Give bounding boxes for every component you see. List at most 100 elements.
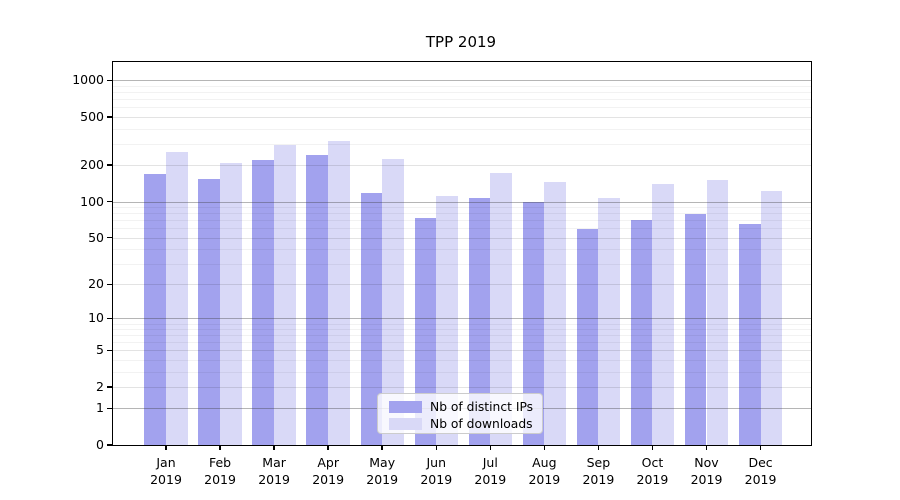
bar-distinct-ips [522,201,545,445]
gridline-minor [113,107,811,109]
gridline-minor [113,92,811,94]
gridline-minor [113,99,811,101]
x-tick-label: Jan 2019 [150,455,182,487]
y-tick-label: 100 [80,193,104,209]
x-tick-mark [489,445,492,450]
bar-downloads [436,196,458,445]
gridline-minor [113,329,811,331]
x-tick-mark [543,445,546,450]
y-tick-mark [106,79,112,82]
gridline-minor [113,143,811,145]
y-tick-mark [106,200,112,203]
plot-area: Nb of distinct IPs Nb of downloads 0 1 2 5 1… [72,61,812,487]
x-tick-label: Nov 2019 [690,455,723,487]
bar-distinct-ips [468,197,491,445]
gridline-mid [113,237,811,239]
bar-downloads [382,159,404,445]
bar-distinct-ips [738,223,761,445]
x-tick-label: May 2019 [366,455,399,487]
gridline-minor [113,213,811,215]
gridline-mid [113,387,811,389]
x-tick-mark [273,445,275,450]
gridline-minor [113,128,811,130]
y-tick-label: 2 [96,379,104,395]
x-tick-label: Apr 2019 [312,455,345,487]
x-tick-label: Feb 2019 [204,455,236,487]
y-tick-mark [106,444,112,446]
legend-swatch [389,417,422,430]
y-tick-label: 500 [80,109,104,124]
x-tick-label: Jun 2019 [420,455,453,487]
x-tick-label: Mar 2019 [258,455,290,487]
gridline-minor [113,342,811,344]
y-tick-mark [106,349,112,352]
bar-distinct-ips [252,160,275,445]
y-tick-mark [106,407,112,410]
y-tick-label: 20 [88,276,104,292]
bar-distinct-ips [360,193,383,445]
gridline-minor [113,249,811,251]
y-tick-label: 10 [88,310,104,326]
x-tick-mark [651,445,654,450]
bar-distinct-ips [198,178,221,445]
bar-downloads [652,183,675,445]
legend-item-distinct-ips: Nb of distinct IPs [389,399,542,414]
bar-distinct-ips [630,220,653,445]
bar-distinct-ips [414,217,437,445]
y-tick-label: 200 [80,157,104,173]
gridline-major [113,318,811,320]
y-tick-mark [106,116,112,118]
gridline-mid [113,350,811,352]
gridline-minor [113,263,811,265]
gridline-minor [113,228,811,230]
x-tick-label: Oct 2019 [636,455,669,487]
bar-distinct-ips [576,228,599,445]
bar-downloads [544,182,567,445]
y-tick-label: 1000 [72,72,104,88]
y-tick-label: 0 [96,437,104,452]
bar-downloads [220,162,242,445]
gridline-major [113,80,811,82]
bar-downloads [598,198,621,445]
y-tick-label: 5 [96,342,104,358]
legend-label: Nb of downloads [430,416,533,431]
x-tick-label: Sep 2019 [582,455,615,487]
gridline-minor [113,335,811,337]
y-tick-mark [106,317,112,320]
gridline-mid [113,284,811,286]
bar-downloads [274,144,296,445]
x-tick-label: Dec 2019 [744,455,777,487]
y-tick-mark [106,283,112,286]
chart-title: TPP 2019 [425,33,497,51]
bar-downloads [328,141,350,445]
y-tick-mark [106,236,112,239]
y-tick-label: 1 [96,400,104,416]
legend-label: Nb of distinct IPs [430,399,534,414]
x-tick-label: Aug 2019 [528,455,561,487]
y-tick-mark [106,386,112,388]
gridline-minor [113,207,811,208]
gridline-major [113,201,811,203]
y-tick-mark [106,164,112,166]
x-tick-mark [219,445,221,450]
gridline-mid [113,117,811,118]
legend-item-downloads: Nb of downloads [389,416,542,431]
legend: Nb of distinct IPs Nb of downloads [377,393,543,434]
bar-distinct-ips [684,214,707,445]
x-tick-mark [435,445,437,450]
bar-distinct-ips [144,173,166,445]
x-tick-mark [705,445,708,450]
x-tick-mark [597,445,600,450]
gridline-minor [113,323,811,325]
gridline-minor [113,220,811,222]
x-tick-mark [381,445,383,450]
gridline-minor [113,371,811,373]
gridline-mid [113,165,811,167]
bar-downloads [760,190,783,445]
bar-downloads [706,179,729,445]
bar-downloads [490,173,512,445]
bar-downloads [166,152,188,445]
x-tick-mark [327,445,329,450]
gridline-minor [113,86,811,88]
